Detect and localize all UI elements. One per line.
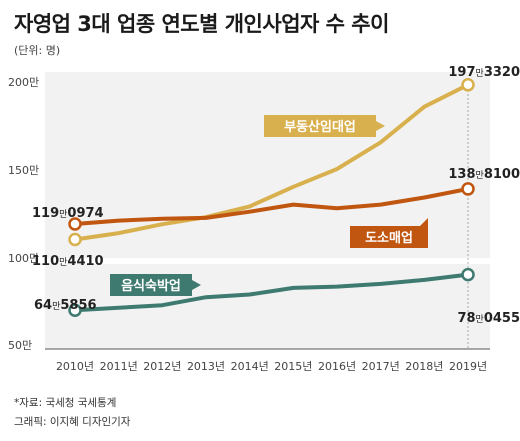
- series-lines: [68, 78, 475, 317]
- x-tick-label: 2017년: [362, 360, 400, 373]
- unit-note: (단위: 명): [14, 44, 61, 57]
- data-point: [461, 78, 475, 92]
- y-tick-label: 100만: [8, 252, 39, 265]
- x-tick-label: 2013년: [187, 360, 225, 373]
- series-line: [73, 82, 470, 242]
- chart-title: 자영업 3대 업종 연도별 개인사업자 수 추이: [14, 12, 389, 36]
- credit-note: 그래픽: 이지혜 디자인기자: [14, 416, 131, 428]
- x-tick-label: 2018년: [405, 360, 443, 373]
- x-tick-label: 2016년: [318, 360, 356, 373]
- data-label: 64만5856: [34, 298, 97, 313]
- data-point: [68, 217, 82, 231]
- series-line: [73, 186, 470, 226]
- data-point: [68, 232, 82, 247]
- data-label: 110만4410: [32, 254, 104, 269]
- data-label: 119만0974: [32, 206, 104, 221]
- series-tag-box: [264, 115, 376, 137]
- y-tick-label: 50만: [8, 339, 32, 352]
- data-point: [461, 267, 475, 282]
- x-tick-label: 2010년: [56, 360, 94, 373]
- x-tick-label: 2015년: [274, 360, 312, 373]
- footer: *자료: 국세청 국세통계 그래픽: 이지혜 디자인기자: [14, 394, 130, 432]
- x-tick-label: 2019년: [449, 360, 487, 373]
- series-tag-pointer: [420, 218, 428, 226]
- x-tick-labels: 2010년 2011년 2012년 2013년 2014년 2015년 2016년 2017년…: [56, 360, 487, 373]
- x-tick-label: 2014년: [231, 360, 269, 373]
- line-chart: 200만 150만 100만 50만 2010년 2011년 2012년 2013년 2014…: [8, 65, 520, 373]
- data-label: 78만0455: [457, 311, 520, 326]
- data-label: 138만8100: [448, 167, 520, 182]
- series-tag-box: [350, 226, 428, 248]
- x-tick-label: 2011년: [100, 360, 138, 373]
- data-point: [68, 303, 82, 317]
- series-tag-label: 음식숙박업: [121, 278, 181, 294]
- series-tag-pointer: [192, 280, 201, 290]
- series-tag-pointer: [376, 121, 385, 131]
- y-tick-labels: 200만 150만 100만 50만: [8, 76, 39, 352]
- data-label: 197만3320: [448, 65, 520, 80]
- series-tag-label: 부동산임대업: [284, 119, 356, 135]
- y-tick-label: 150만: [8, 164, 39, 177]
- series-tag-box: [110, 274, 192, 296]
- y-tick-label: 200만: [8, 76, 39, 89]
- data-labels: 110만4410 197만3320 119만0974 138만8100 64만5856 7…: [32, 65, 520, 326]
- x-tick-label: 2012년: [143, 360, 181, 373]
- series-tag-label: 도소매업: [365, 231, 413, 246]
- series-line: [73, 272, 470, 313]
- data-point: [461, 182, 475, 196]
- source-note: *자료: 국세청 국세통계: [14, 397, 117, 409]
